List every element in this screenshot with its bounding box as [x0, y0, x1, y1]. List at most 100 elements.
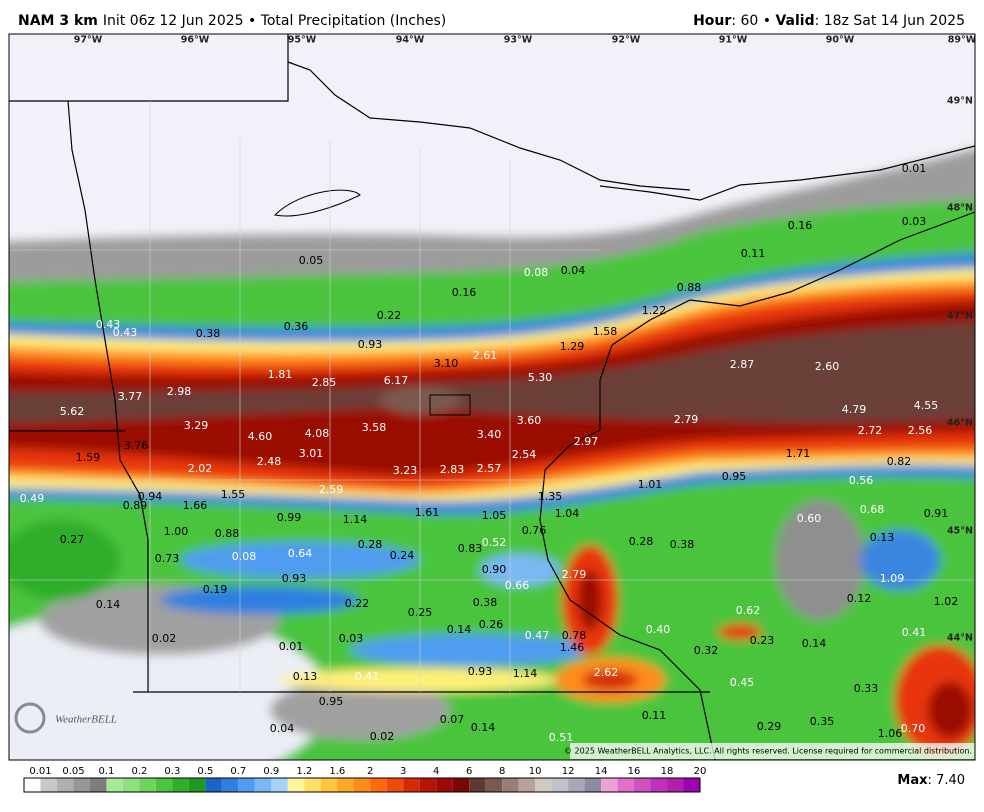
legend-swatch [337, 778, 354, 792]
legend-swatch [667, 778, 684, 792]
point-value: 1.35 [538, 490, 563, 503]
legend-swatch [386, 778, 404, 792]
point-value: 0.25 [408, 606, 433, 619]
point-value: 0.43 [96, 318, 121, 331]
legend-label: 0.1 [98, 766, 114, 777]
legend-label: 10 [529, 766, 542, 777]
latitude-label: 47°N [947, 311, 973, 322]
legend-label: 1.2 [296, 766, 312, 777]
legend-swatch [40, 778, 57, 792]
point-value: 3.10 [434, 357, 459, 370]
legend-label: 16 [628, 766, 641, 777]
legend-label: 20 [694, 766, 707, 777]
point-value: 1.02 [934, 595, 959, 608]
point-value: 0.38 [473, 596, 498, 609]
legend-swatch [568, 778, 585, 792]
point-value: 2.59 [319, 483, 344, 496]
point-value: 1.46 [560, 641, 585, 654]
point-value: 0.22 [345, 597, 370, 610]
point-value: 0.24 [390, 549, 415, 562]
point-value: 3.60 [517, 414, 542, 427]
point-value: 0.03 [902, 215, 927, 228]
longitude-label: 89°W [948, 35, 977, 46]
point-value: 2.83 [440, 463, 465, 476]
point-value: 1.81 [268, 368, 293, 381]
point-value: 0.56 [849, 474, 874, 487]
point-value: 1.66 [183, 499, 208, 512]
point-value: 0.60 [797, 512, 822, 525]
legend-swatch [188, 778, 206, 792]
point-value: 0.27 [60, 533, 85, 546]
longitude-label: 94°W [396, 35, 425, 46]
legend-label: 0.7 [230, 766, 246, 777]
point-value: 0.88 [215, 527, 240, 540]
point-value: 4.08 [305, 427, 330, 440]
legend-swatch [436, 778, 453, 792]
point-value: 2.62 [594, 666, 619, 679]
county-lines [9, 101, 975, 692]
legend-swatch [419, 778, 437, 792]
point-value: 1.61 [415, 506, 440, 519]
legend-swatch [535, 778, 552, 792]
point-value: 0.04 [270, 722, 295, 735]
point-value: 2.87 [730, 358, 755, 371]
point-value: 1.01 [638, 478, 663, 491]
point-value: 1.04 [555, 507, 580, 520]
point-value: 0.14 [471, 721, 496, 734]
point-value: 0.89 [123, 499, 148, 512]
legend-swatch [469, 778, 486, 792]
point-value: 0.07 [440, 713, 465, 726]
point-value: 0.32 [694, 644, 719, 657]
legend-label: 0.01 [29, 766, 51, 777]
model-name: NAM 3 km [18, 13, 98, 29]
legend-swatch [271, 778, 288, 792]
legend-swatch [601, 778, 618, 792]
legend-swatch [353, 778, 371, 792]
max-label: Max [897, 773, 928, 788]
point-value: 3.77 [118, 390, 143, 403]
point-value: 2.54 [512, 448, 537, 461]
legend-label: 1.6 [329, 766, 345, 777]
longitude-label: 90°W [826, 35, 855, 46]
legend-label: 4 [433, 766, 439, 777]
point-value: 4.79 [842, 403, 867, 416]
legend-label: 2 [367, 766, 373, 777]
legend-swatch [205, 778, 222, 792]
longitude-label: 93°W [504, 35, 533, 46]
copyright-box [570, 743, 975, 759]
point-value: 0.95 [319, 695, 344, 708]
point-value: 0.49 [20, 492, 45, 505]
point-value: 0.14 [802, 637, 827, 650]
point-value: 0.47 [525, 629, 550, 642]
legend-swatch [89, 778, 107, 792]
legend-swatch [56, 778, 74, 792]
point-value: 2.79 [562, 568, 587, 581]
logo-swirl [14, 702, 46, 734]
point-value: 0.99 [277, 511, 302, 524]
point-value: 0.19 [203, 583, 228, 596]
legend-swatch [551, 778, 569, 792]
point-value: 0.01 [902, 162, 927, 175]
copyright: © 2025 WeatherBELL Analytics, LLC. All r… [564, 747, 972, 756]
coordinate-labels: 97°W 96°W 95°W 94°W 93°W 92°W 91°W 90°W 89°W 49°N… [74, 35, 977, 644]
point-value: 0.22 [377, 309, 402, 322]
precip-field [9, 149, 975, 760]
point-value: 0.93 [358, 338, 383, 351]
point-value: 0.62 [736, 604, 761, 617]
point-value: 0.41 [902, 626, 927, 639]
logo: WeatherBELL [55, 714, 117, 726]
point-value: 0.90 [482, 563, 507, 576]
legend-swatch [485, 778, 503, 792]
point-value: 3.23 [393, 464, 418, 477]
point-value: 3.76 [124, 439, 149, 452]
point-value: 2.56 [908, 424, 933, 437]
hour-label: Hour [693, 13, 731, 29]
point-value: 0.13 [870, 531, 895, 544]
point-value: 2.79 [674, 413, 699, 426]
point-value: 0.14 [447, 623, 472, 636]
point-value: 0.28 [358, 538, 383, 551]
point-value: 0.02 [370, 730, 395, 743]
legend-swatch [617, 778, 635, 792]
legend-swatch [683, 778, 700, 792]
